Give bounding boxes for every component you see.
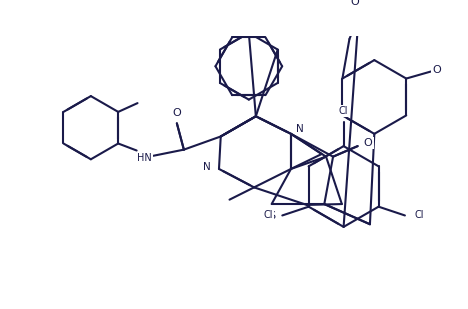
Text: N: N — [203, 162, 211, 172]
Text: Cl: Cl — [414, 210, 424, 220]
Text: HN: HN — [137, 153, 152, 163]
Text: O: O — [364, 138, 373, 148]
Text: O: O — [173, 108, 181, 118]
Text: Cl: Cl — [263, 210, 273, 220]
Text: Cl: Cl — [339, 106, 348, 116]
Text: O: O — [351, 0, 359, 7]
Text: S: S — [268, 211, 275, 221]
Text: O: O — [432, 65, 441, 75]
Text: N: N — [296, 124, 304, 133]
